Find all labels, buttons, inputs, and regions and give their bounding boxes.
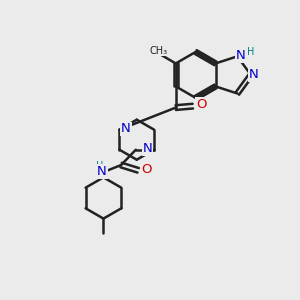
Text: N: N	[249, 68, 259, 81]
Text: N: N	[97, 165, 107, 178]
Text: H: H	[247, 47, 255, 57]
Text: N: N	[143, 142, 152, 155]
Text: N: N	[236, 49, 246, 62]
Text: O: O	[196, 98, 206, 111]
Text: O: O	[141, 163, 152, 176]
Text: N: N	[121, 122, 131, 135]
Text: CH₃: CH₃	[150, 46, 168, 56]
Text: H: H	[96, 161, 103, 171]
